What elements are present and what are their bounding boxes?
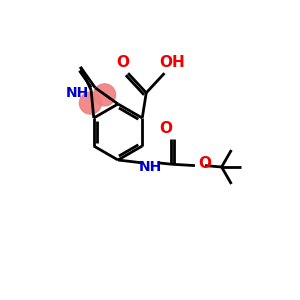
Circle shape	[94, 84, 116, 106]
Text: NH: NH	[65, 86, 89, 100]
Text: O: O	[198, 156, 211, 171]
Text: O: O	[160, 121, 173, 136]
Text: O: O	[116, 55, 130, 70]
Text: OH: OH	[160, 55, 185, 70]
Circle shape	[80, 92, 101, 114]
Text: NH: NH	[139, 160, 162, 174]
